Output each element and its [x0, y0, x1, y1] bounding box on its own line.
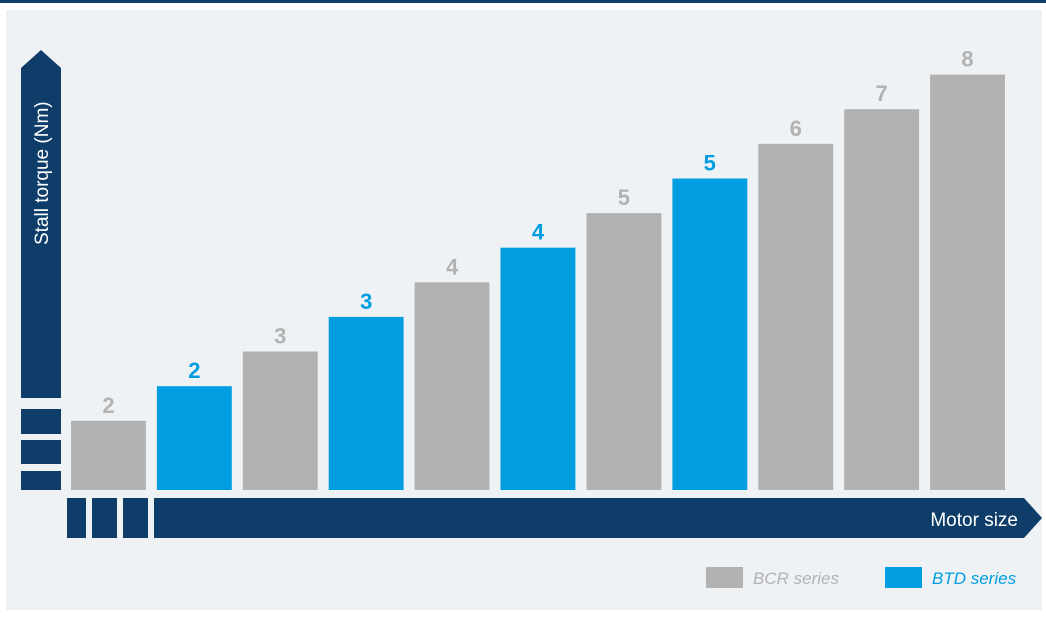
bar-label-6: 4 — [532, 220, 545, 245]
bar-2 — [156, 386, 232, 490]
bar-label-7: 5 — [618, 185, 630, 210]
bar-label-3: 3 — [274, 324, 286, 349]
top-rule — [0, 0, 1046, 3]
bar-label-10: 7 — [875, 81, 887, 106]
bars: 2 2 3 3 4 4 5 5 6 7 8 — [71, 47, 1005, 491]
x-axis-arrow — [154, 498, 1042, 538]
bar-label-5: 4 — [446, 254, 459, 279]
bar-1 — [71, 420, 146, 490]
bar-10 — [844, 109, 920, 490]
bar-11 — [930, 74, 1005, 490]
bar-9 — [758, 143, 834, 491]
bar-label-8: 5 — [704, 151, 716, 176]
bar-label-2: 2 — [188, 358, 200, 383]
bar-3 — [242, 351, 318, 490]
y-axis-stub-2 — [21, 440, 61, 464]
legend-swatch-bcr — [706, 567, 743, 588]
bar-label-9: 6 — [790, 116, 802, 141]
bar-label-4: 3 — [360, 289, 372, 314]
y-axis-arrow — [21, 50, 61, 398]
bar-6 — [500, 247, 576, 490]
legend-label-btd: BTD series — [932, 569, 1017, 588]
y-axis: Stall torque (Nm) — [21, 50, 61, 490]
bar-label-11: 8 — [961, 47, 973, 72]
bar-5 — [414, 282, 490, 490]
x-axis: Motor size — [67, 498, 1042, 538]
bar-label-1: 2 — [102, 393, 114, 418]
x-axis-label: Motor size — [930, 510, 1018, 531]
bar-4 — [328, 316, 404, 490]
bar-8 — [672, 178, 748, 490]
legend: BCR series BTD series — [706, 567, 1017, 588]
legend-label-bcr: BCR series — [753, 569, 839, 588]
legend-swatch-btd — [885, 567, 922, 588]
x-axis-stub-1 — [67, 498, 86, 538]
y-axis-stub-1 — [21, 409, 61, 434]
x-axis-stub-2 — [92, 498, 117, 538]
x-axis-stub-3 — [123, 498, 148, 538]
bar-7 — [586, 213, 662, 490]
y-axis-stub-3 — [21, 471, 61, 490]
y-axis-label: Stall torque (Nm) — [32, 101, 53, 245]
